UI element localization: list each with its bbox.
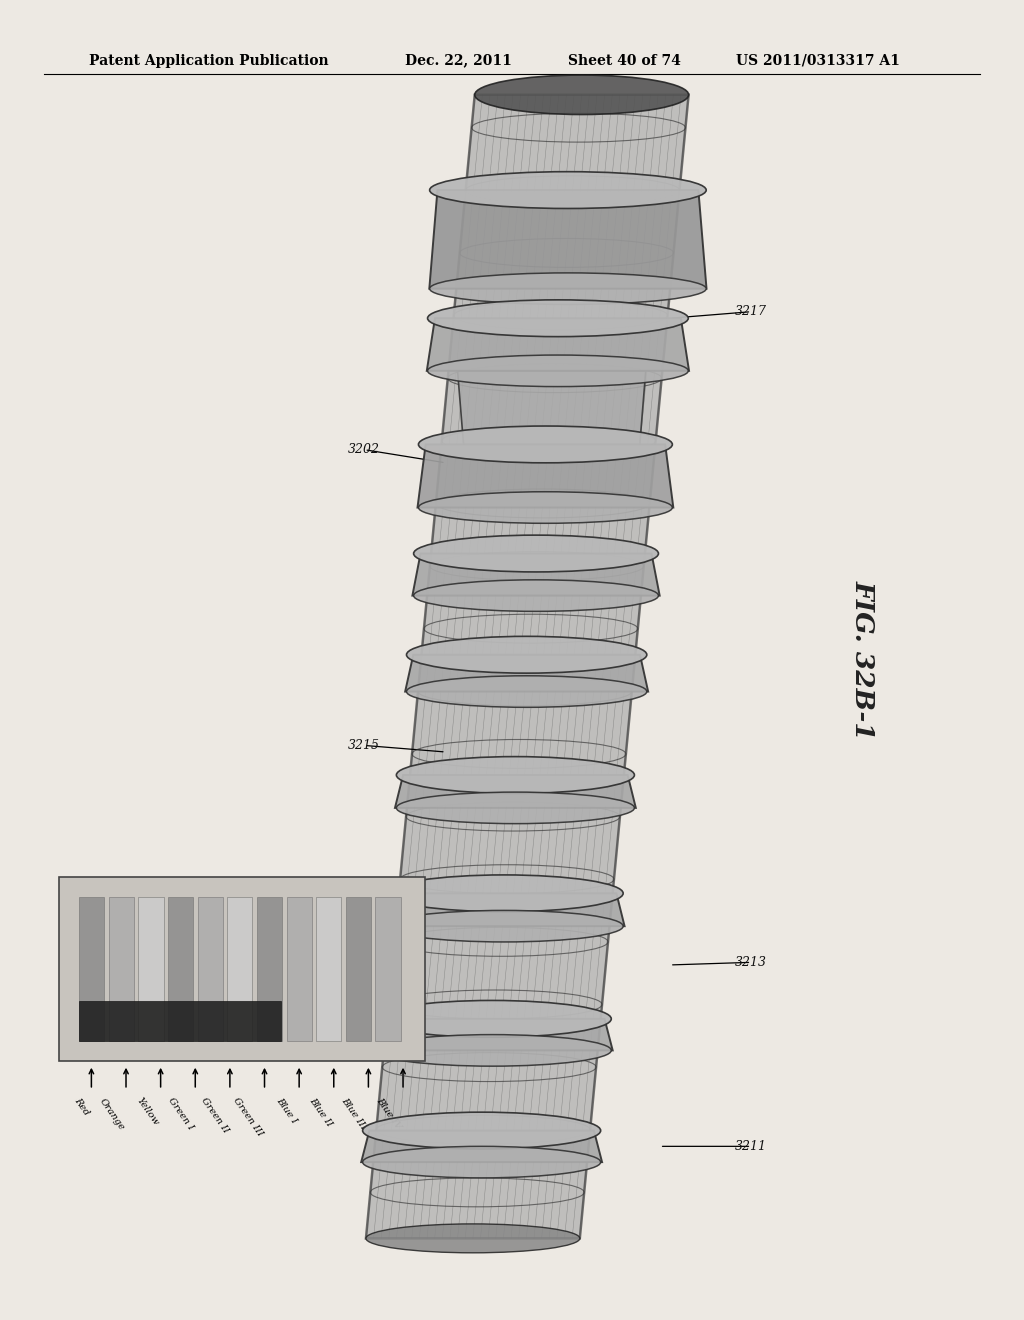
Ellipse shape <box>419 492 673 523</box>
Text: Blue II: Blue II <box>307 1097 334 1129</box>
Text: 3217: 3217 <box>735 305 767 318</box>
Ellipse shape <box>385 911 624 942</box>
Bar <box>316 896 341 1041</box>
Text: Patent Application Publication: Patent Application Publication <box>89 54 329 67</box>
Bar <box>198 896 223 1041</box>
Polygon shape <box>361 1130 602 1162</box>
Bar <box>287 896 311 1041</box>
Ellipse shape <box>407 676 647 708</box>
Ellipse shape <box>414 535 658 572</box>
Ellipse shape <box>428 300 688 337</box>
Text: Green II: Green II <box>199 1097 230 1135</box>
Text: Sheet 40 of 74: Sheet 40 of 74 <box>568 54 681 67</box>
Bar <box>346 896 371 1041</box>
Ellipse shape <box>407 636 647 673</box>
Text: Green III: Green III <box>231 1097 264 1138</box>
Polygon shape <box>372 1019 612 1051</box>
Ellipse shape <box>430 172 707 209</box>
Polygon shape <box>366 95 688 1238</box>
Ellipse shape <box>385 875 624 912</box>
Bar <box>376 896 400 1041</box>
Text: Yellow: Yellow <box>135 1097 161 1127</box>
Ellipse shape <box>396 756 635 793</box>
Text: Blue I: Blue I <box>275 1097 299 1126</box>
Ellipse shape <box>430 273 707 305</box>
Ellipse shape <box>396 792 635 824</box>
Text: Orange: Orange <box>97 1097 126 1131</box>
Text: Dec. 22, 2011: Dec. 22, 2011 <box>406 54 512 67</box>
Text: 3211: 3211 <box>735 1140 767 1152</box>
Text: Blue IV: Blue IV <box>375 1097 403 1131</box>
Bar <box>168 896 194 1041</box>
Bar <box>227 896 253 1041</box>
Text: FIG. 32B-1: FIG. 32B-1 <box>851 579 876 741</box>
Ellipse shape <box>475 75 688 115</box>
Text: Green I: Green I <box>167 1097 196 1133</box>
Polygon shape <box>384 894 625 927</box>
Ellipse shape <box>362 1146 601 1177</box>
Polygon shape <box>418 445 674 507</box>
Ellipse shape <box>362 1113 601 1148</box>
Bar <box>79 1001 281 1041</box>
Ellipse shape <box>373 1001 611 1038</box>
Text: 3213: 3213 <box>735 956 767 969</box>
Text: 3215: 3215 <box>348 739 380 752</box>
Ellipse shape <box>366 1224 580 1253</box>
Ellipse shape <box>428 355 688 387</box>
Text: Red: Red <box>73 1097 91 1118</box>
Bar <box>138 896 164 1041</box>
Ellipse shape <box>419 426 673 463</box>
Text: Blue III: Blue III <box>340 1097 369 1131</box>
Bar <box>257 896 282 1041</box>
Polygon shape <box>406 655 648 692</box>
Bar <box>58 876 425 1061</box>
Ellipse shape <box>414 579 658 611</box>
Polygon shape <box>429 190 707 289</box>
Bar <box>79 896 104 1041</box>
Polygon shape <box>413 553 659 595</box>
Text: 3202: 3202 <box>348 444 380 457</box>
Bar <box>109 896 134 1041</box>
Polygon shape <box>427 318 689 371</box>
Text: US 2011/0313317 A1: US 2011/0313317 A1 <box>736 54 900 67</box>
Ellipse shape <box>373 1035 611 1067</box>
Polygon shape <box>458 371 646 450</box>
Polygon shape <box>395 775 636 808</box>
